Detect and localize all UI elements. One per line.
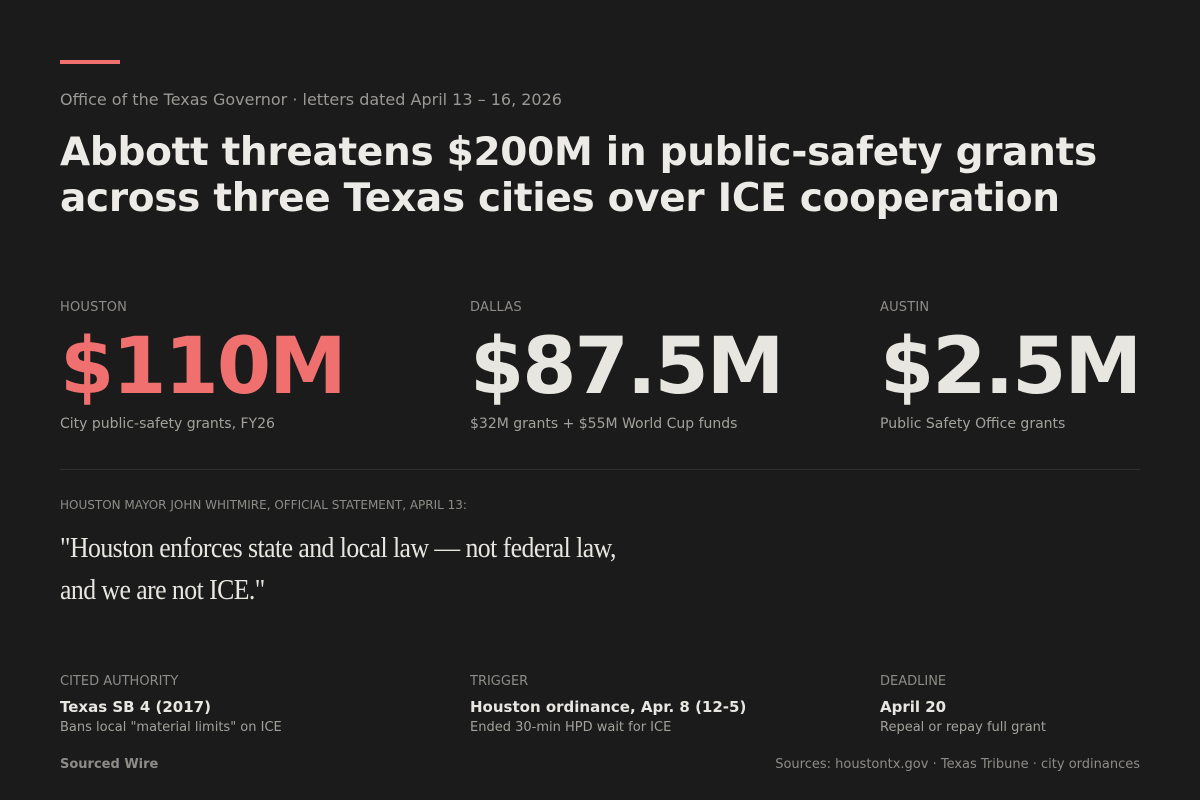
quote-line-2: and we are not ICE." (60, 575, 265, 606)
headline-line-2: across three Texas cities over ICE coope… (60, 176, 1060, 221)
kicker: Office of the Texas Governor · letters d… (60, 90, 562, 109)
fact-label: TRIGGER (470, 674, 529, 689)
fact-cited-authority: CITED AUTHORITY Texas SB 4 (2017) Bans l… (60, 673, 450, 737)
stat-city-label: HOUSTON (60, 300, 128, 315)
fact-title: Houston ordinance, Apr. 8 (12-5) (470, 698, 747, 716)
stat-dallas: DALLAS $87.5M $32M grants + $55M World C… (470, 299, 850, 432)
stat-city-label: AUSTIN (880, 300, 930, 315)
stat-value: $110M (60, 322, 347, 412)
stat-city-label: DALLAS (470, 300, 522, 315)
quote-attribution: HOUSTON MAYOR JOHN WHITMIRE, OFFICIAL ST… (60, 498, 467, 512)
headline: Abbott threatens $200M in public-safety … (60, 130, 1140, 222)
accent-bar (60, 60, 120, 64)
fact-title: Texas SB 4 (2017) (60, 698, 211, 716)
stat-caption: Public Safety Office grants (880, 416, 1066, 432)
stat-caption: $32M grants + $55M World Cup funds (470, 416, 738, 432)
footer-brand: Sourced Wire (60, 757, 159, 772)
footer-sources: Sources: houstontx.gov · Texas Tribune ·… (775, 757, 1140, 772)
fact-title: April 20 (880, 698, 947, 716)
fact-desc: Bans local "material limits" on ICE (60, 720, 282, 735)
section-divider (60, 469, 1140, 470)
fact-desc: Repeal or repay full grant (880, 720, 1047, 735)
fact-label: CITED AUTHORITY (60, 674, 179, 689)
headline-line-1: Abbott threatens $200M in public-safety … (60, 130, 1097, 175)
stat-value: $87.5M (470, 322, 784, 412)
pull-quote: "Houston enforces state and local law — … (60, 528, 649, 612)
fact-deadline: DEADLINE April 20 Repeal or repay full g… (880, 673, 1200, 737)
fact-trigger: TRIGGER Houston ordinance, Apr. 8 (12-5)… (470, 673, 860, 737)
stat-houston: HOUSTON $110M City public-safety grants,… (60, 299, 440, 432)
fact-desc: Ended 30-min HPD wait for ICE (470, 720, 672, 735)
stat-austin: AUSTIN $2.5M Public Safety Office grants (880, 299, 1200, 432)
stat-value: $2.5M (880, 322, 1142, 412)
stats-row: HOUSTON $110M City public-safety grants,… (60, 299, 1142, 439)
stat-caption: City public-safety grants, FY26 (60, 416, 275, 432)
quote-line-1: "Houston enforces state and local law — … (60, 533, 616, 564)
fact-label: DEADLINE (880, 674, 947, 689)
